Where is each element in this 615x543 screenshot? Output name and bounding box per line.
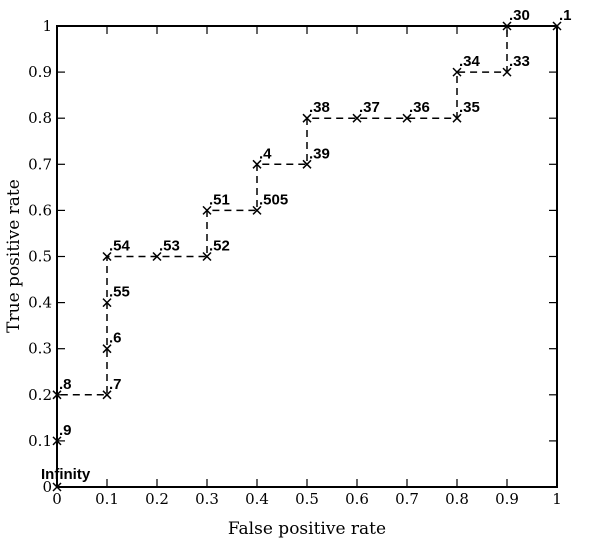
- x-axis-tick-labels: 0 0.1 0.2 0.3 0.4 0.5 0.6 0.7 0.8 0.9 1: [52, 490, 562, 508]
- point-label: .53: [159, 238, 180, 255]
- x-tick-label: 0.5: [295, 490, 319, 508]
- x-tick-label: 0.8: [445, 490, 469, 508]
- point-label: .39: [309, 145, 330, 162]
- point-marker: [102, 344, 112, 354]
- y-tick-label: 0.8: [28, 109, 52, 127]
- point-label: .35: [459, 99, 480, 116]
- y-tick-label: 0.7: [28, 155, 52, 173]
- point-marker: [452, 113, 462, 123]
- point-marker: [452, 67, 462, 77]
- point-label: .37: [359, 99, 380, 116]
- point-marker: [102, 298, 112, 308]
- x-axis-title: False positive rate: [228, 519, 386, 539]
- point-label: .9: [59, 422, 72, 439]
- y-tick-label: 0: [42, 478, 52, 496]
- point-marker: [52, 390, 62, 400]
- x-axis-ticks: [56, 26, 558, 487]
- x-tick-label: 0: [52, 490, 62, 508]
- point-marker: [552, 21, 562, 31]
- point-marker: [52, 436, 62, 446]
- y-axis-title: True positive rate: [4, 179, 24, 333]
- point-label: Infinity: [41, 466, 91, 483]
- point-label: .36: [409, 99, 430, 116]
- point-marker: [202, 205, 212, 215]
- y-tick-label: 0.3: [28, 340, 52, 358]
- point-marker: [302, 159, 312, 169]
- point-label: .505: [259, 191, 288, 208]
- point-label: .30: [509, 7, 530, 24]
- roc-curve-line: [56, 25, 557, 487]
- point-label: .52: [209, 238, 230, 255]
- y-tick-label: 0.5: [28, 248, 52, 266]
- x-tick-label: 1: [552, 490, 562, 508]
- x-tick-label: 0.3: [195, 490, 219, 508]
- point-marker: [502, 21, 512, 31]
- y-axis-tick-labels: 0 0.1 0.2 0.3 0.4 0.5 0.6 0.7 0.8 0.9 1: [28, 17, 52, 496]
- point-marker: [402, 113, 412, 123]
- point-marker: [152, 251, 162, 262]
- point-label: .1: [559, 7, 572, 24]
- y-tick-label: 0.1: [28, 432, 52, 450]
- y-tick-label: 0.6: [28, 201, 52, 219]
- point-labels: Infinity .9 .8 .7 .6 .55 .54 .53 .52 .51 .505 .4 .39…: [41, 7, 572, 483]
- x-tick-label: 0.7: [395, 490, 419, 508]
- point-markers: [52, 21, 562, 492]
- x-tick-label: 0.9: [495, 490, 519, 508]
- point-label: .8: [59, 376, 72, 393]
- point-label: .6: [109, 330, 122, 347]
- point-label: .55: [109, 284, 130, 301]
- y-tick-label: 0.2: [28, 386, 52, 404]
- point-marker: [252, 205, 262, 215]
- point-marker: [502, 67, 512, 77]
- x-tick-label: 0.2: [145, 490, 169, 508]
- point-label: .54: [109, 238, 131, 255]
- x-tick-label: 0.6: [345, 490, 369, 508]
- point-marker: [352, 113, 362, 123]
- point-marker: [202, 251, 212, 262]
- y-tick-label: 0.4: [28, 294, 52, 312]
- point-marker: [302, 113, 312, 123]
- point-marker: [52, 482, 62, 492]
- point-marker: [102, 251, 112, 262]
- point-marker: [252, 159, 262, 169]
- y-tick-label: 0.9: [28, 63, 52, 81]
- point-label: .33: [509, 53, 530, 70]
- x-tick-label: 0.1: [95, 490, 119, 508]
- point-label: .4: [259, 145, 272, 162]
- point-label: .7: [109, 376, 122, 393]
- y-tick-label: 1: [42, 17, 52, 35]
- point-label: .51: [209, 191, 230, 208]
- y-axis-ticks: [57, 25, 557, 488]
- point-marker: [102, 390, 112, 400]
- x-tick-label: 0.4: [245, 490, 269, 508]
- point-label: .38: [309, 99, 330, 116]
- point-label: .34: [459, 53, 481, 70]
